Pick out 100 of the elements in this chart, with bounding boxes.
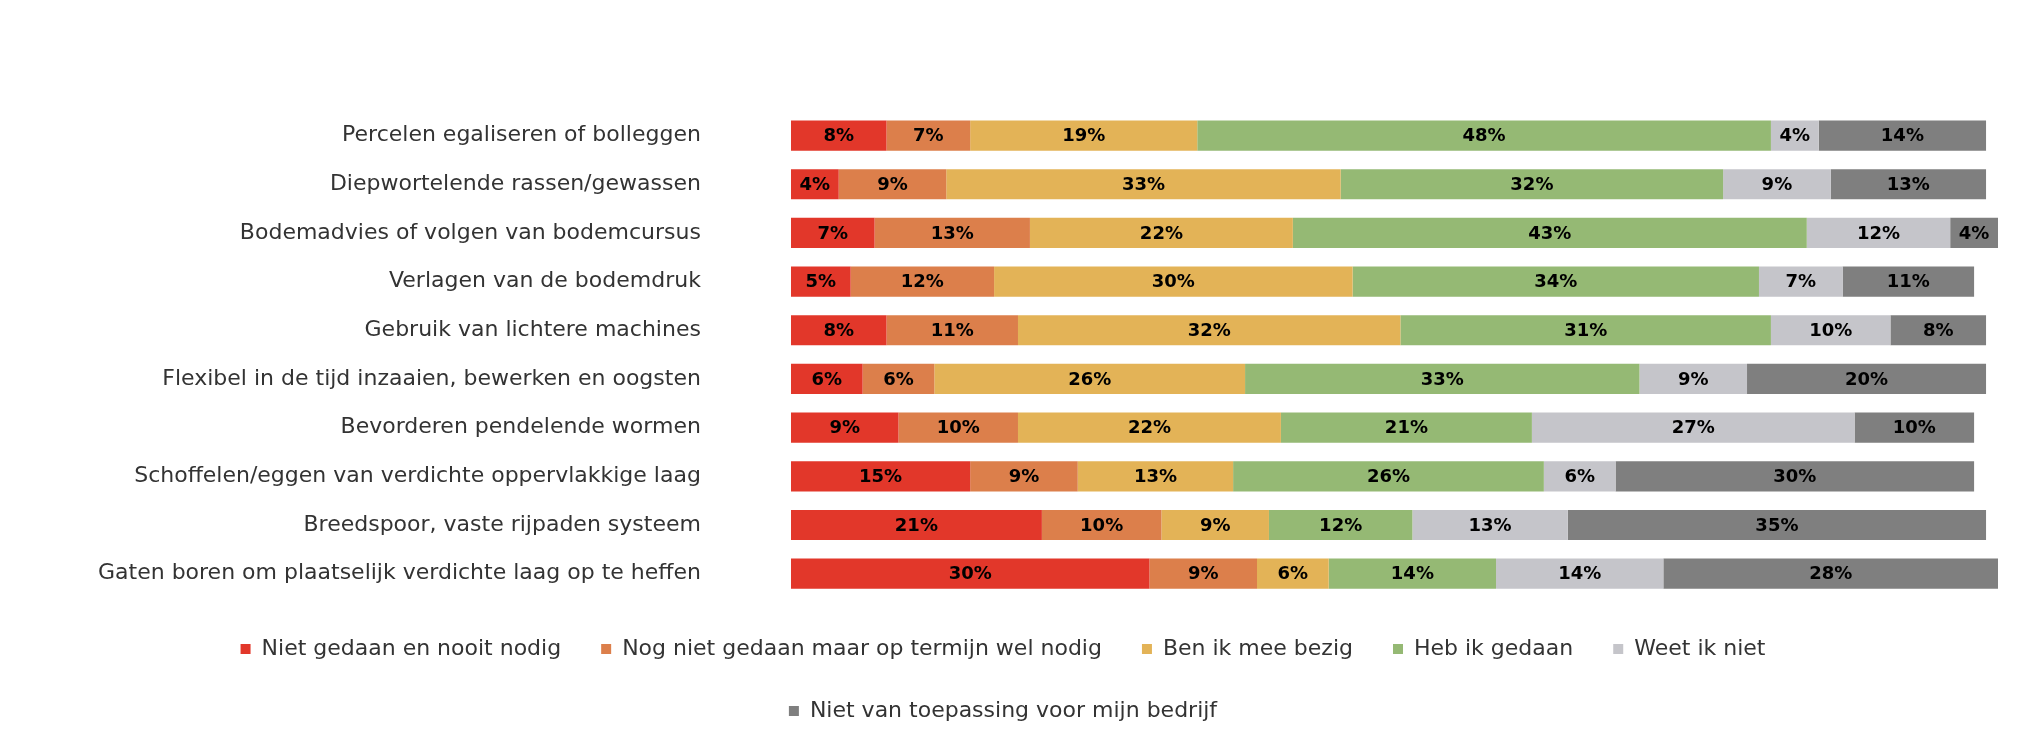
data-label: 9% bbox=[1677, 367, 1709, 389]
data-label: 32% bbox=[1510, 172, 1554, 194]
data-label: 27% bbox=[1671, 416, 1715, 438]
data-label: 14% bbox=[1558, 562, 1602, 584]
legend-label: Ben ik mee bezig bbox=[1162, 634, 1353, 660]
data-label: 22% bbox=[1139, 221, 1183, 243]
bar bbox=[1077, 461, 1234, 492]
data-label: 9% bbox=[1761, 172, 1793, 194]
data-label: 8% bbox=[823, 318, 854, 340]
bar bbox=[1747, 363, 1987, 395]
data-label: 30% bbox=[948, 562, 992, 584]
data-label: 9% bbox=[1008, 464, 1040, 486]
bar bbox=[790, 120, 887, 151]
data-label: 13% bbox=[930, 221, 974, 243]
bar bbox=[970, 461, 1078, 492]
bar bbox=[886, 315, 1018, 346]
bar bbox=[1233, 461, 1544, 492]
data-label: 13% bbox=[1133, 464, 1177, 486]
bar bbox=[898, 412, 1018, 443]
bar bbox=[1245, 363, 1640, 395]
bar bbox=[874, 217, 1030, 248]
bar bbox=[946, 169, 1341, 200]
data-label: 33% bbox=[1121, 172, 1166, 194]
data-label: 9% bbox=[1187, 562, 1219, 584]
bar bbox=[838, 169, 947, 200]
data-label: 12% bbox=[900, 270, 944, 292]
legend-label: Niet van toepassing voor mijn bedrijf bbox=[809, 696, 1219, 722]
data-label: 9% bbox=[877, 172, 908, 194]
bar bbox=[1723, 169, 1831, 200]
bar bbox=[850, 266, 995, 297]
data-label: 28% bbox=[1809, 562, 1853, 584]
data-label: 11% bbox=[930, 318, 974, 340]
y-tick-label: Verlagen van de bodemdruk bbox=[388, 267, 702, 293]
bar bbox=[994, 266, 1353, 297]
data-label: 10% bbox=[936, 416, 980, 438]
bar bbox=[1842, 266, 1975, 297]
data-label: 6% bbox=[883, 367, 914, 389]
y-tick-label: Diepwortelende rassen/gewassen bbox=[329, 169, 701, 195]
data-label: 21% bbox=[894, 513, 938, 535]
bar bbox=[1830, 169, 1987, 200]
data-label: 34% bbox=[1534, 270, 1578, 292]
data-label: 30% bbox=[1773, 464, 1817, 486]
y-tick-label: Gebruik van lichtere machines bbox=[364, 315, 701, 341]
data-label: 22% bbox=[1127, 416, 1171, 438]
bar bbox=[790, 412, 899, 443]
y-tick-label: Flexibel in de tijd inzaaien, bewerken en oogsten bbox=[162, 364, 701, 390]
bar bbox=[1352, 266, 1759, 297]
data-label: 9% bbox=[1199, 513, 1231, 535]
bar bbox=[1890, 315, 1987, 346]
data-label: 10% bbox=[1080, 513, 1124, 535]
data-label: 13% bbox=[1468, 513, 1512, 535]
data-label: 5% bbox=[805, 270, 837, 292]
bar bbox=[1340, 169, 1724, 200]
data-label: 6% bbox=[811, 367, 843, 389]
y-tick-label: Bevorderen pendelende wormen bbox=[340, 413, 701, 439]
data-label: 10% bbox=[1892, 416, 1936, 438]
data-label: 7% bbox=[913, 124, 944, 146]
bar bbox=[1280, 412, 1532, 443]
bar bbox=[1328, 558, 1497, 589]
data-label: 8% bbox=[1922, 318, 1954, 340]
y-tick-label: Schoffelen/eggen van verdichte oppervlakkige laag bbox=[134, 462, 701, 488]
data-label: 6% bbox=[1564, 464, 1595, 486]
bar bbox=[970, 120, 1198, 151]
bar bbox=[1818, 120, 1987, 151]
bar bbox=[1149, 558, 1258, 589]
data-label: 33% bbox=[1420, 367, 1464, 389]
bar bbox=[1161, 509, 1269, 541]
bar bbox=[1017, 412, 1281, 443]
data-label: 32% bbox=[1187, 318, 1231, 340]
bar bbox=[790, 315, 887, 346]
bar bbox=[1400, 315, 1771, 346]
y-tick-label: Gaten boren om plaatselijk verdichte laag op te heffen bbox=[98, 559, 701, 585]
y-tick-label: Percelen egaliseren of bolleggen bbox=[342, 121, 701, 147]
data-label: 31% bbox=[1564, 318, 1608, 340]
data-label: 13% bbox=[1886, 172, 1930, 194]
bar bbox=[1663, 558, 1998, 589]
data-label: 12% bbox=[1319, 513, 1363, 535]
bar bbox=[790, 558, 1150, 589]
data-label: 7% bbox=[817, 221, 849, 243]
bar bbox=[1268, 509, 1413, 541]
bar bbox=[1531, 412, 1855, 443]
bar bbox=[1639, 363, 1748, 395]
bar bbox=[1615, 461, 1975, 492]
data-label: 10% bbox=[1809, 318, 1853, 340]
bar bbox=[1197, 120, 1771, 151]
data-label: 7% bbox=[1785, 270, 1817, 292]
data-label: 8% bbox=[823, 124, 854, 146]
data-label: 9% bbox=[829, 416, 860, 438]
bar bbox=[1496, 558, 1664, 589]
data-label: 19% bbox=[1062, 124, 1106, 146]
data-label: 43% bbox=[1528, 221, 1572, 243]
bar bbox=[790, 461, 971, 492]
data-label: 26% bbox=[1366, 464, 1411, 486]
bar bbox=[1806, 217, 1951, 248]
bar bbox=[886, 120, 971, 151]
bar bbox=[1017, 315, 1401, 346]
bar bbox=[1567, 509, 1987, 541]
bar bbox=[790, 217, 875, 248]
data-label: 35% bbox=[1755, 513, 1799, 535]
data-label: 11% bbox=[1886, 270, 1930, 292]
